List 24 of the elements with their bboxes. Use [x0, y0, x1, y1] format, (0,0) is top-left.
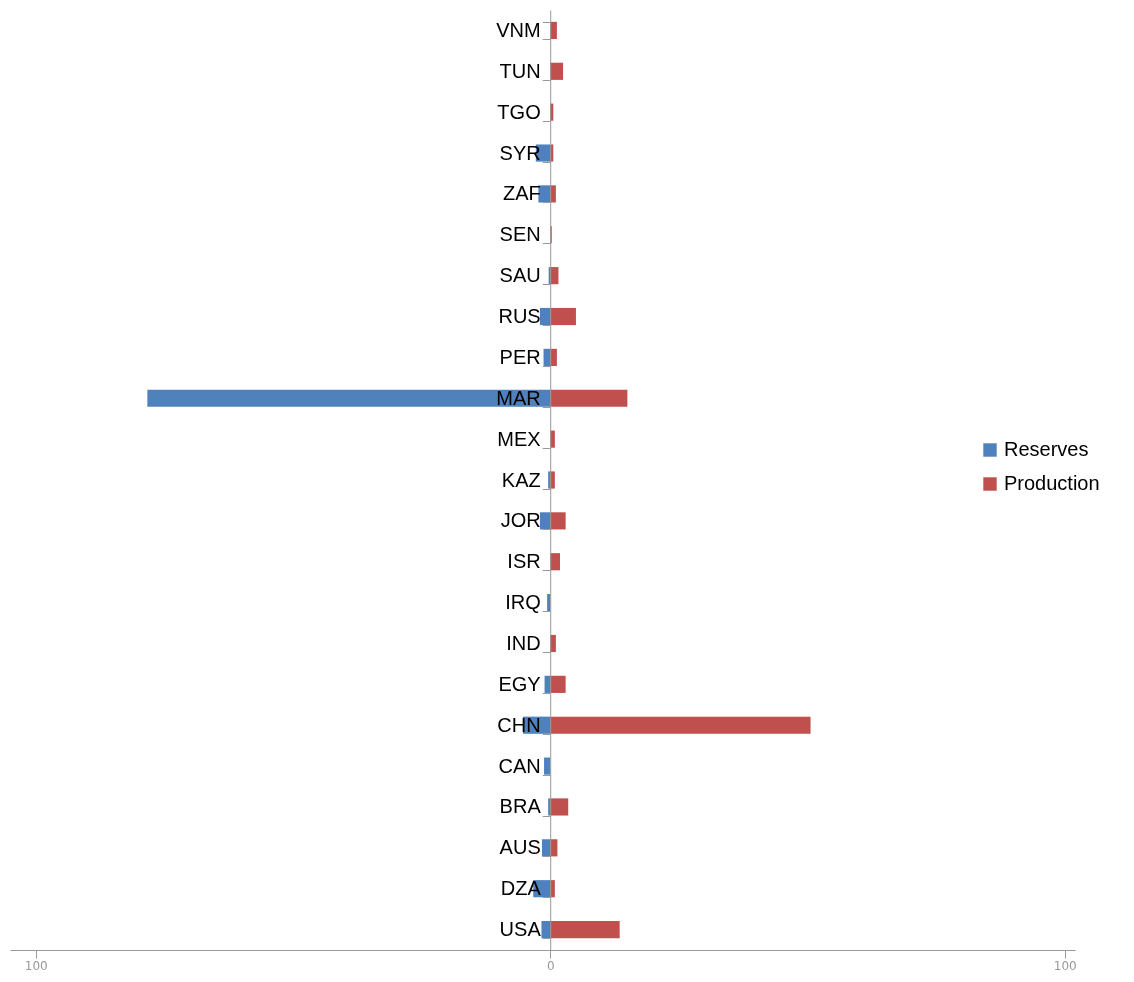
x-tick-label: 100 [24, 958, 48, 973]
legend-label: Production [1004, 472, 1100, 494]
y-tick-label: USA [499, 918, 542, 941]
x-tick-label: 100 [1053, 958, 1077, 973]
y-tick-label: KAZ [501, 468, 541, 491]
y-tick-label: VNM [496, 18, 541, 41]
y-tick-label: MEX [497, 427, 541, 450]
y-tick-label: SEN [499, 223, 541, 246]
y-tick-label: ISR [507, 550, 541, 573]
y-tick-label: PER [499, 345, 541, 368]
x-tick-label: 0 [546, 958, 555, 973]
y-tick-label: EGY [498, 672, 541, 695]
legend-label: Reserves [1004, 438, 1089, 460]
y-tick-label: MAR [496, 386, 541, 409]
y-tick-label: AUS [499, 836, 541, 859]
y-tick-label: IRQ [505, 591, 541, 614]
y-tick-label: SAU [499, 264, 541, 287]
y-tick-label: TUN [499, 59, 541, 82]
y-tick-label: RUS [498, 305, 541, 328]
y-tick-label: TGO [497, 100, 541, 123]
y-tick-label: CAN [498, 754, 541, 777]
y-tick-label: JOR [500, 509, 541, 532]
y-tick-label: BRA [499, 795, 542, 818]
y-tick-label: IND [506, 631, 541, 654]
